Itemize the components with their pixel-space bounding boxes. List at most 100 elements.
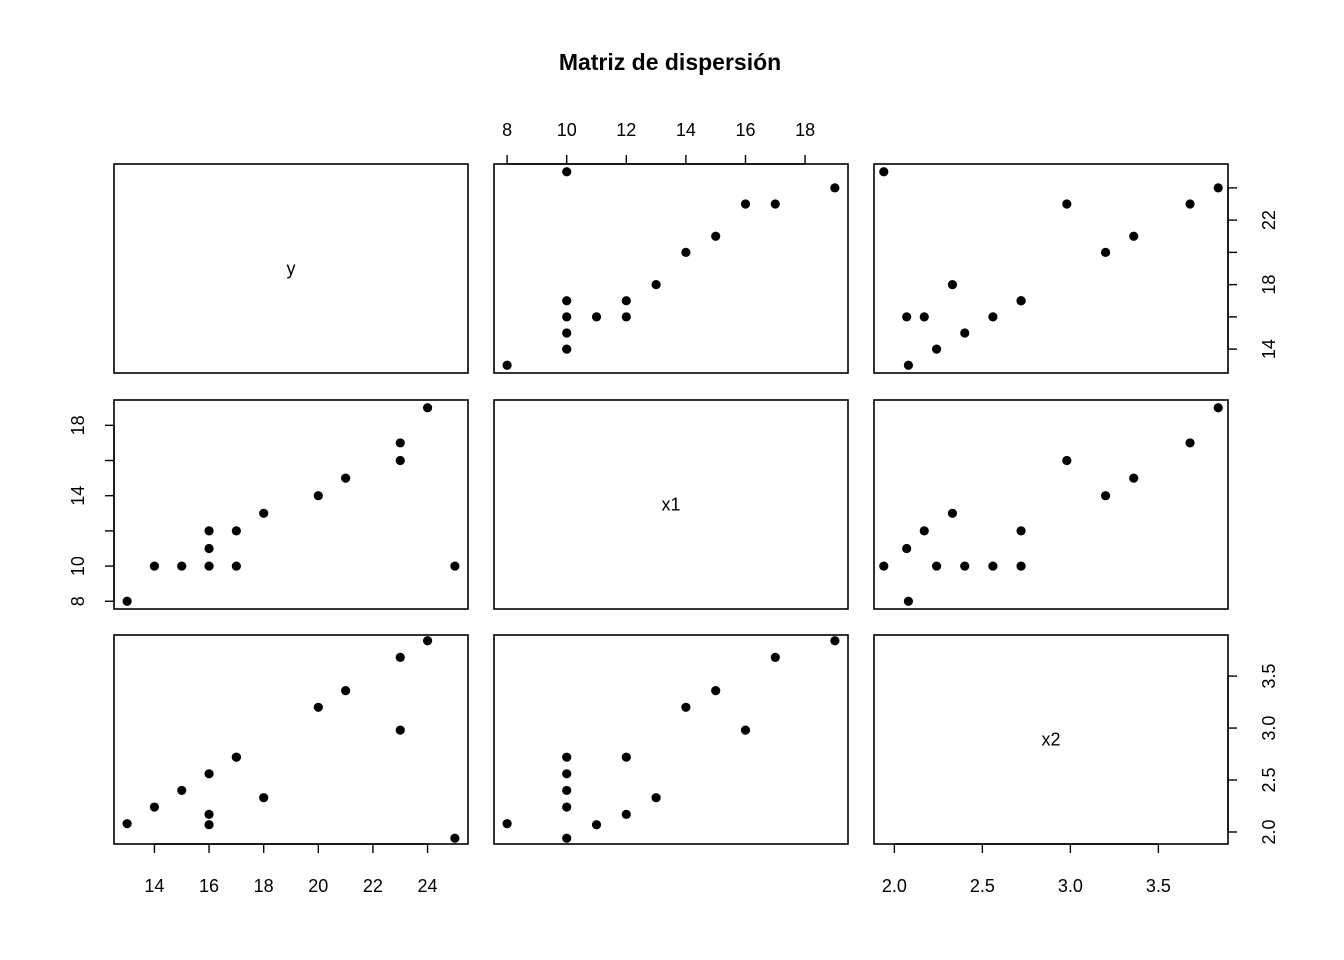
point-y-vs-x2-4 [902,312,912,322]
point-y-vs-x2-5 [919,312,929,322]
tick-label-left-x1-0: 8 [68,596,88,606]
point-x1-vs-y-3 [204,561,214,571]
tick-label-bottom-y-3: 20 [308,876,328,896]
point-x2-vs-y-2 [177,785,187,796]
panel-frame-x1-x2 [873,399,1229,610]
point-y-vs-x1-11 [740,199,751,209]
point-y-vs-x1-3 [562,312,572,322]
point-x1-vs-x2-3 [988,561,998,571]
point-x2-vs-y-3 [204,769,214,779]
point-x1-vs-x2-2 [960,561,970,571]
point-x2-vs-x1-6 [562,752,572,762]
point-x2-vs-y-5 [204,809,214,819]
point-x1-vs-y-5 [204,526,214,536]
point-x1-vs-y-14 [450,561,460,571]
point-x2-vs-y-8 [259,793,269,803]
tick-label-right-y-0: 14 [1259,339,1279,359]
point-x1-vs-x2-0 [903,596,914,606]
tick-label-right-x2-1: 2.5 [1259,768,1279,793]
point-x1-vs-x2-4 [902,543,912,554]
tick-label-left-x1-3: 14 [68,486,88,506]
point-y-vs-x2-3 [988,312,998,322]
point-y-vs-x1-8 [651,280,661,290]
tick-label-right-x2-2: 3.0 [1259,716,1279,741]
point-x1-vs-y-8 [259,508,269,518]
diagonal-label-x2: x2 [1041,730,1060,750]
point-y-vs-x1-12 [770,199,780,209]
point-y-vs-x2-2 [960,328,970,338]
point-y-vs-x2-14 [879,167,889,177]
point-x1-vs-x2-14 [879,561,889,571]
chart-title: Matriz de dispersión [559,49,781,75]
point-y-vs-x2-10 [1129,231,1139,241]
tick-label-bottom-y-5: 24 [418,876,438,896]
point-x2-vs-x1-4 [591,820,602,830]
point-x2-vs-x1-13 [830,636,840,646]
point-y-vs-x1-6 [562,296,572,306]
point-y-vs-x2-7 [1016,296,1026,306]
tick-label-bottom-x2-1: 2.5 [970,876,995,896]
point-x2-vs-x1-12 [770,652,780,663]
panel-frame-x2-y [113,634,469,845]
point-x1-vs-y-13 [422,403,433,413]
point-x2-vs-y-9 [313,702,323,712]
tick-label-top-x1-3: 14 [676,120,696,140]
panel-frame-x1-y [113,399,469,610]
point-x1-vs-y-10 [341,473,351,483]
tick-label-right-x2-3: 3.5 [1259,664,1279,689]
point-x2-vs-y-14 [450,833,460,843]
tick-label-top-x1-0: 8 [502,120,512,140]
point-x2-vs-x1-11 [740,725,751,735]
tick-label-bottom-y-1: 16 [199,876,219,896]
panel-frame-x2-x1 [493,634,849,845]
point-y-vs-x1-1 [562,344,572,354]
diagonal-label-x1: x1 [661,495,680,515]
point-y-vs-x1-7 [621,296,631,306]
point-x2-vs-y-10 [341,686,351,696]
point-y-vs-x1-0 [502,360,512,370]
point-x1-vs-x2-12 [1185,438,1195,448]
point-y-vs-x1-5 [621,312,631,322]
point-y-vs-x2-9 [1100,247,1111,257]
tick-label-right-y-2: 18 [1259,275,1279,295]
point-x2-vs-y-13 [422,636,433,646]
point-x2-vs-x1-0 [502,819,512,829]
tick-label-bottom-x2-0: 2.0 [882,876,907,896]
panel-frame-y-y [113,163,469,374]
panel-frame-y-x2 [873,163,1229,374]
panels-group: y x1 x2 14 16 18 20 22 24 14 18 22 8 10 12 14 16 18 8 10 14 1… [68,120,1279,896]
point-x2-vs-y-4 [204,820,214,830]
point-x2-vs-y-1 [149,802,160,812]
tick-label-top-x1-1: 10 [557,120,577,140]
point-x1-vs-y-1 [149,561,160,571]
point-y-vs-x2-11 [1062,199,1072,209]
point-x2-vs-x1-10 [711,686,721,696]
point-y-vs-x1-9 [681,247,691,257]
point-x1-vs-x2-11 [1062,455,1072,466]
tick-label-bottom-y-2: 18 [254,876,274,896]
point-x1-vs-x2-5 [919,526,929,536]
point-x1-vs-x2-13 [1213,403,1223,413]
point-x2-vs-x1-9 [681,702,691,712]
tick-label-bottom-y-0: 14 [144,876,164,896]
point-y-vs-x2-8 [947,280,958,290]
point-y-vs-x2-12 [1185,199,1195,209]
point-x1-vs-y-12 [395,438,405,448]
point-x1-vs-x2-7 [1016,526,1026,536]
point-y-vs-x2-0 [903,360,914,370]
point-x1-vs-y-0 [122,596,132,606]
tick-label-right-x2-0: 2.0 [1259,819,1279,844]
point-x2-vs-y-12 [395,652,405,663]
tick-label-left-x1-1: 10 [68,556,88,576]
point-y-vs-x1-13 [830,183,840,193]
point-x2-vs-y-11 [395,725,405,735]
point-y-vs-x1-10 [711,231,721,241]
tick-label-right-y-4: 22 [1259,210,1279,230]
tick-label-top-x1-2: 12 [616,120,636,140]
point-x1-vs-y-11 [395,455,405,466]
point-x1-vs-y-9 [313,491,323,501]
point-x1-vs-x2-10 [1129,473,1139,483]
point-x1-vs-y-6 [231,561,241,571]
point-y-vs-x2-13 [1213,183,1223,193]
